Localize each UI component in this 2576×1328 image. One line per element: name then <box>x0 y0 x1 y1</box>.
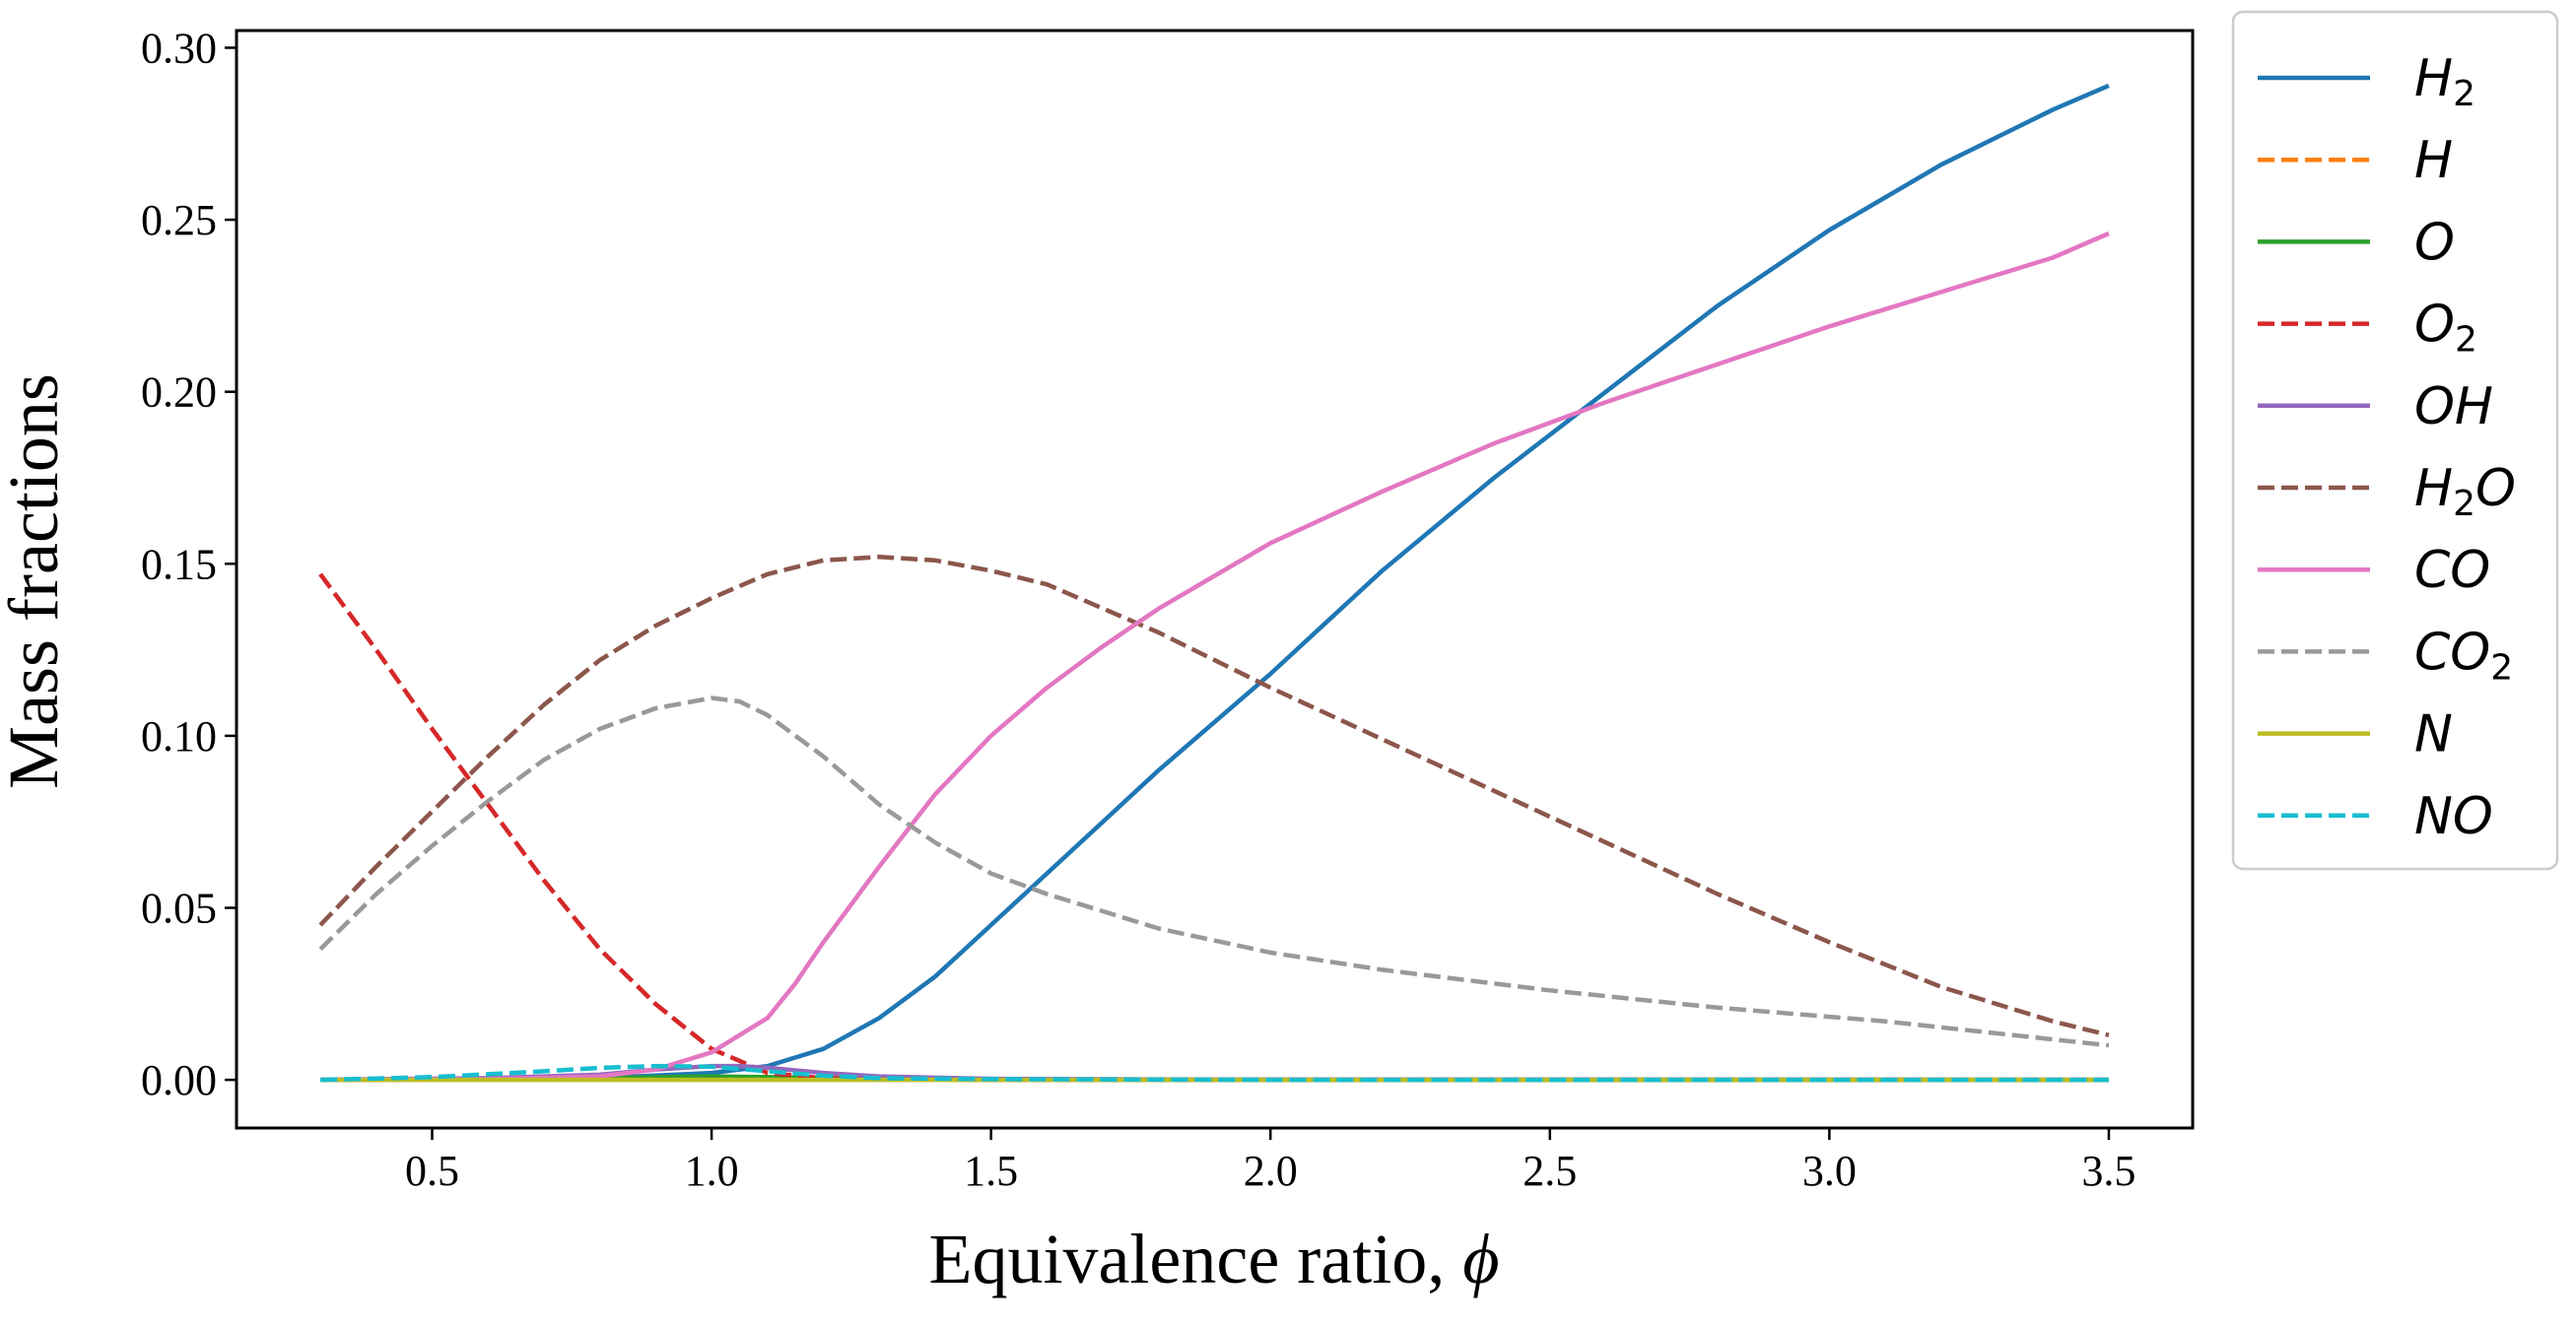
y-tick-label: 0.10 <box>141 712 217 761</box>
x-tick-label: 2.0 <box>1244 1147 1298 1195</box>
x-tick-label: 3.5 <box>2081 1147 2135 1195</box>
legend: H2 HO O2 OH H2O CO CO2 N NO <box>2231 10 2559 871</box>
legend-label-o2: O2 <box>2414 296 2477 361</box>
plot-frame <box>235 29 2195 1130</box>
plot-area <box>318 83 2110 1083</box>
x-axis-title: Equivalence ratio, ϕ <box>928 1220 1499 1298</box>
y-tick-label: 0.05 <box>141 885 217 933</box>
legend-label-h2o: H2O <box>2414 459 2516 524</box>
x-tick-label: 1.0 <box>685 1147 739 1195</box>
y-axis: 0.00 0.05 0.10 0.15 0.20 0.25 0.30 <box>141 24 237 1104</box>
legend-label-co2: CO2 <box>2414 623 2513 688</box>
x-tick-label: 1.5 <box>964 1147 1018 1195</box>
x-tick-label: 3.0 <box>1802 1147 1857 1195</box>
series-line-h2o <box>318 555 2110 1037</box>
y-tick-label: 0.00 <box>141 1056 217 1104</box>
legend-label-no: NO <box>2414 787 2493 846</box>
x-tick-label: 2.5 <box>1523 1147 1577 1195</box>
y-tick-label: 0.30 <box>141 24 217 72</box>
series-line-co <box>320 231 2110 1083</box>
legend-label-h2: H2 <box>2414 49 2475 114</box>
series-line-no <box>320 1063 2109 1083</box>
x-axis-phi-symbol: ϕ <box>1462 1220 1499 1298</box>
x-axis-title-text: Equivalence ratio, <box>928 1220 1462 1298</box>
legend-label-h: H <box>2414 131 2453 190</box>
y-tick-label: 0.20 <box>141 368 217 417</box>
y-tick-label: 0.25 <box>141 196 217 244</box>
legend-label-n: N <box>2414 705 2453 764</box>
y-tick-label: 0.15 <box>141 540 217 588</box>
x-tick-label: 0.5 <box>405 1147 459 1195</box>
x-axis: 0.5 1.0 1.5 2.0 2.5 3.0 3.5 <box>405 1128 2135 1195</box>
y-axis-title: Mass fractions <box>0 373 73 789</box>
series-line-o2 <box>318 572 2109 1083</box>
legend-label-co: CO <box>2414 541 2490 600</box>
legend-label-oh: OH <box>2414 377 2493 436</box>
legend-label-o: O <box>2414 213 2455 272</box>
series-line-co2 <box>318 696 2110 1048</box>
series-line-h2 <box>320 83 2110 1083</box>
legend-box <box>2231 10 2559 871</box>
